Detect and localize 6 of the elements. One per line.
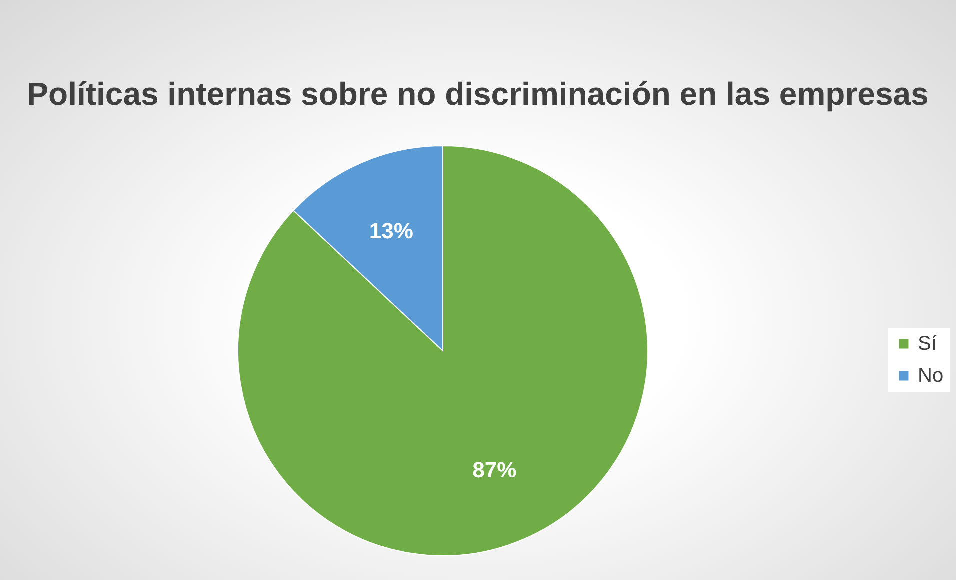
chart-title: Políticas internas sobre no discriminación en las empresas bbox=[27, 76, 929, 112]
legend-label: Sí bbox=[918, 333, 938, 355]
legend-label: No bbox=[918, 365, 944, 387]
pie-slice bbox=[238, 146, 648, 556]
data-label: 13% bbox=[369, 218, 414, 244]
data-label: 87% bbox=[472, 457, 517, 482]
